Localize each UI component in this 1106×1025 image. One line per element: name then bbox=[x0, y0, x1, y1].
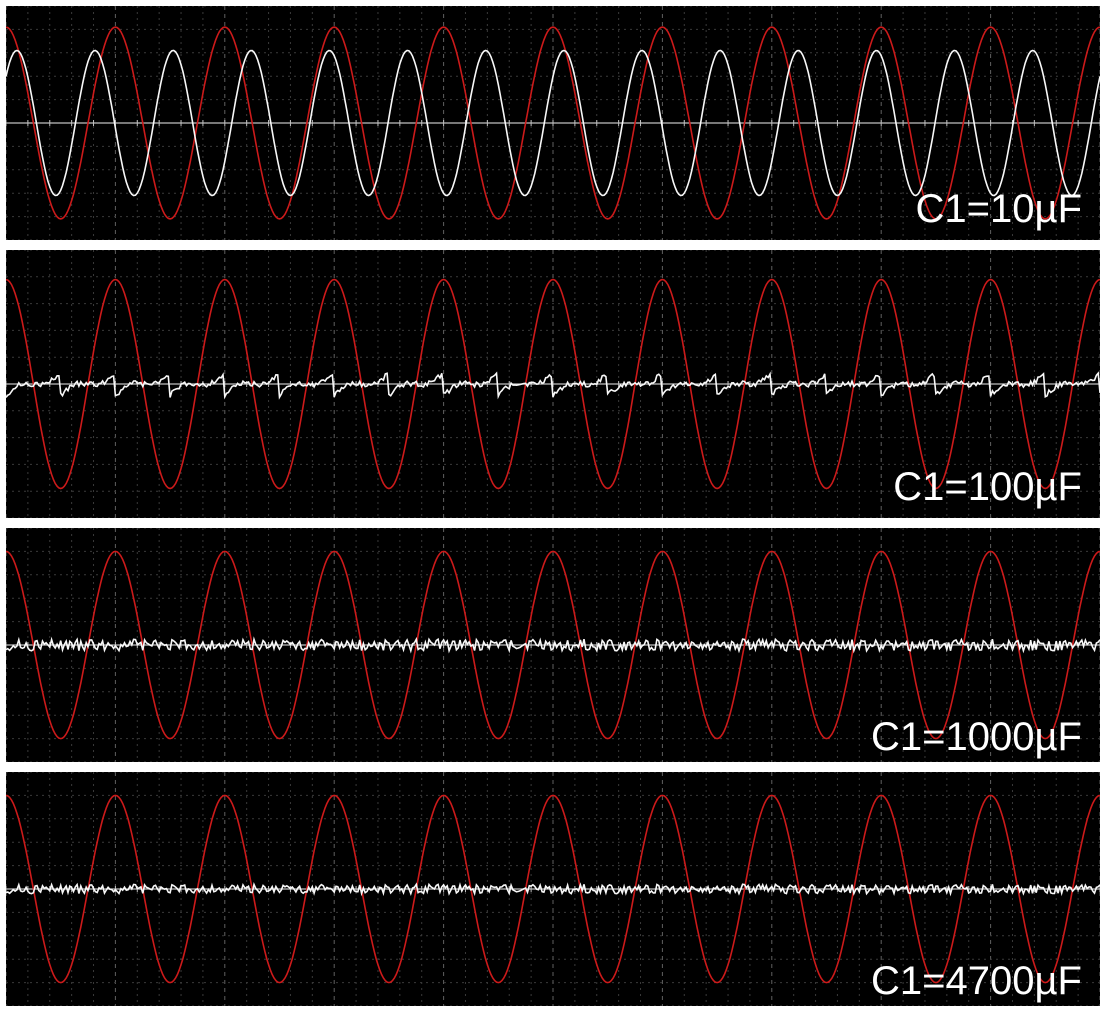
scope-panel: C1=4700µF bbox=[6, 772, 1100, 1006]
scope-panels-container: C1=10µF C1=100µF C1=1000µF C1=4700µF bbox=[0, 0, 1106, 1025]
capacitor-label: C1=1000µF bbox=[871, 715, 1082, 760]
capacitor-label: C1=4700µF bbox=[871, 959, 1082, 1004]
scope-panel: C1=100µF bbox=[6, 250, 1100, 518]
scope-panel: C1=1000µF bbox=[6, 528, 1100, 762]
capacitor-label: C1=100µF bbox=[893, 465, 1082, 510]
capacitor-label: C1=10µF bbox=[916, 187, 1082, 232]
scope-panel: C1=10µF bbox=[6, 6, 1100, 240]
